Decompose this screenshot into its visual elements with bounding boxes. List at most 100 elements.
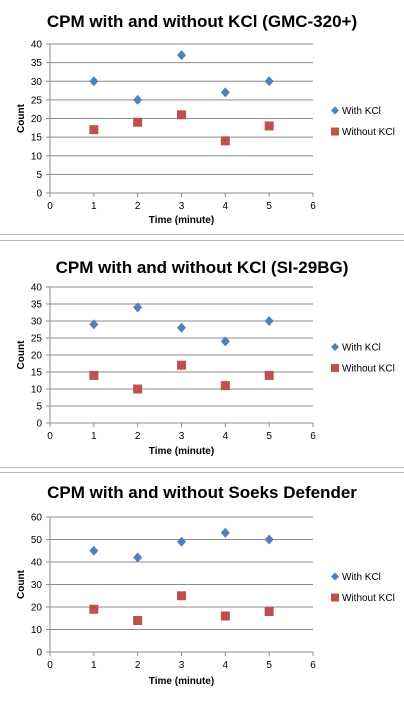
y-tick-label: 40 [31, 40, 43, 51]
x-tick-label: 1 [91, 660, 97, 671]
data-point-with-kcl [220, 336, 230, 347]
y-tick-label: 30 [31, 580, 43, 591]
x-tick-label: 4 [223, 431, 229, 442]
chart-title: CPM with and without Soeks Defender [47, 483, 357, 502]
legend-marker-with-kcl [331, 572, 339, 581]
y-tick-label: 20 [31, 351, 43, 362]
legend-label: Without KCl [342, 593, 395, 604]
y-tick-label: 5 [36, 170, 42, 181]
y-tick-label: 30 [31, 317, 43, 328]
chart-svg: CPM with and without KCl (SI-29BG)051015… [16, 258, 395, 457]
legend-marker-without-kcl [331, 593, 339, 602]
data-point-with-kcl [264, 316, 274, 326]
x-tick-label: 1 [91, 201, 97, 212]
data-point-without-kcl [220, 136, 230, 146]
data-point-with-kcl [220, 87, 230, 98]
data-point-without-kcl [133, 384, 143, 394]
y-tick-label: 10 [31, 625, 43, 636]
legend-label: Without KCl [342, 127, 395, 138]
data-point-with-kcl [220, 527, 230, 538]
x-tick-label: 6 [310, 660, 316, 671]
data-point-with-kcl [264, 76, 274, 87]
x-tick-label: 3 [179, 201, 185, 212]
y-tick-label: 35 [31, 300, 43, 311]
data-point-without-kcl [264, 121, 274, 131]
y-tick-label: 15 [31, 133, 43, 144]
chart-svg: CPM with and without KCl (GMC-320+)05101… [16, 12, 395, 226]
data-point-with-kcl [89, 76, 99, 87]
y-tick-label: 30 [31, 77, 43, 88]
x-tick-label: 0 [47, 660, 53, 671]
x-tick-label: 6 [310, 431, 316, 442]
y-tick-label: 20 [31, 114, 43, 125]
chart-title: CPM with and without KCl (GMC-320+) [47, 12, 357, 31]
x-tick-label: 1 [91, 431, 97, 442]
x-tick-label: 2 [135, 431, 141, 442]
legend-marker-without-kcl [331, 127, 339, 136]
data-point-without-kcl [89, 125, 99, 135]
x-tick-label: 2 [135, 201, 141, 212]
y-tick-label: 60 [31, 513, 43, 524]
y-tick-label: 5 [36, 402, 42, 413]
data-point-with-kcl [177, 536, 186, 547]
data-point-without-kcl [264, 607, 274, 616]
chart-title: CPM with and without KCl (SI-29BG) [56, 258, 349, 277]
legend-marker-with-kcl [331, 106, 339, 115]
y-tick-label: 15 [31, 368, 43, 379]
data-point-with-kcl [133, 552, 143, 563]
data-point-with-kcl [133, 302, 143, 313]
y-axis-label: Count [16, 340, 27, 370]
x-tick-label: 5 [266, 660, 272, 671]
data-point-with-kcl [264, 534, 274, 545]
legend-label: With KCl [342, 572, 381, 583]
y-axis-label: Count [16, 569, 27, 599]
chart-panel-gmc: CPM with and without KCl (GMC-320+) 0 5 10 1… [0, 0, 404, 235]
x-axis-label: Time (minute) [149, 446, 214, 457]
x-tick-label: 0 [47, 431, 53, 442]
data-point-without-kcl [177, 360, 186, 370]
legend-label: With KCl [342, 106, 381, 117]
y-tick-label: 0 [36, 419, 42, 430]
data-point-with-kcl [89, 319, 99, 330]
y-tick-label: 0 [36, 648, 42, 659]
data-point-with-kcl [89, 545, 99, 556]
x-tick-label: 5 [266, 431, 272, 442]
y-tick-label: 25 [31, 334, 43, 345]
data-point-with-kcl [177, 322, 186, 333]
data-point-without-kcl [220, 381, 230, 391]
y-tick-label: 40 [31, 558, 43, 569]
data-point-without-kcl [177, 591, 186, 601]
data-point-without-kcl [133, 117, 143, 127]
x-tick-label: 6 [310, 201, 316, 212]
y-tick-label: 35 [31, 58, 43, 69]
y-tick-label: 10 [31, 385, 43, 396]
chart-panel-si29bg: CPM with and without KCl (SI-29BG) 0 5 10 15… [0, 240, 404, 468]
y-tick-label: 20 [31, 603, 43, 614]
y-axis-label: Count [16, 103, 27, 133]
data-point-with-kcl [177, 50, 186, 61]
legend-marker-with-kcl [331, 343, 339, 351]
x-tick-label: 2 [135, 660, 141, 671]
data-point-without-kcl [133, 616, 143, 625]
chart-panel-soeks: CPM with and without Soeks Defender 0 10 20… [0, 472, 404, 701]
x-tick-label: 0 [47, 201, 53, 212]
x-axis-label: Time (minute) [149, 676, 214, 687]
y-tick-label: 0 [36, 189, 42, 200]
y-tick-label: 40 [31, 283, 43, 294]
legend-marker-without-kcl [331, 364, 339, 372]
legend-label: Without KCl [342, 364, 395, 375]
x-tick-label: 4 [223, 201, 229, 212]
y-tick-label: 10 [31, 151, 43, 162]
x-tick-label: 5 [266, 201, 272, 212]
data-point-without-kcl [89, 370, 99, 380]
x-tick-label: 3 [179, 431, 185, 442]
x-tick-label: 3 [179, 660, 185, 671]
y-tick-label: 50 [31, 535, 43, 546]
data-point-without-kcl [89, 604, 99, 614]
data-point-with-kcl [133, 94, 143, 105]
data-point-without-kcl [220, 611, 230, 621]
legend-label: With KCl [342, 343, 381, 354]
chart-svg: CPM with and without Soeks Defender01020… [16, 483, 395, 687]
y-tick-label: 25 [31, 95, 43, 106]
x-tick-label: 4 [223, 660, 229, 671]
